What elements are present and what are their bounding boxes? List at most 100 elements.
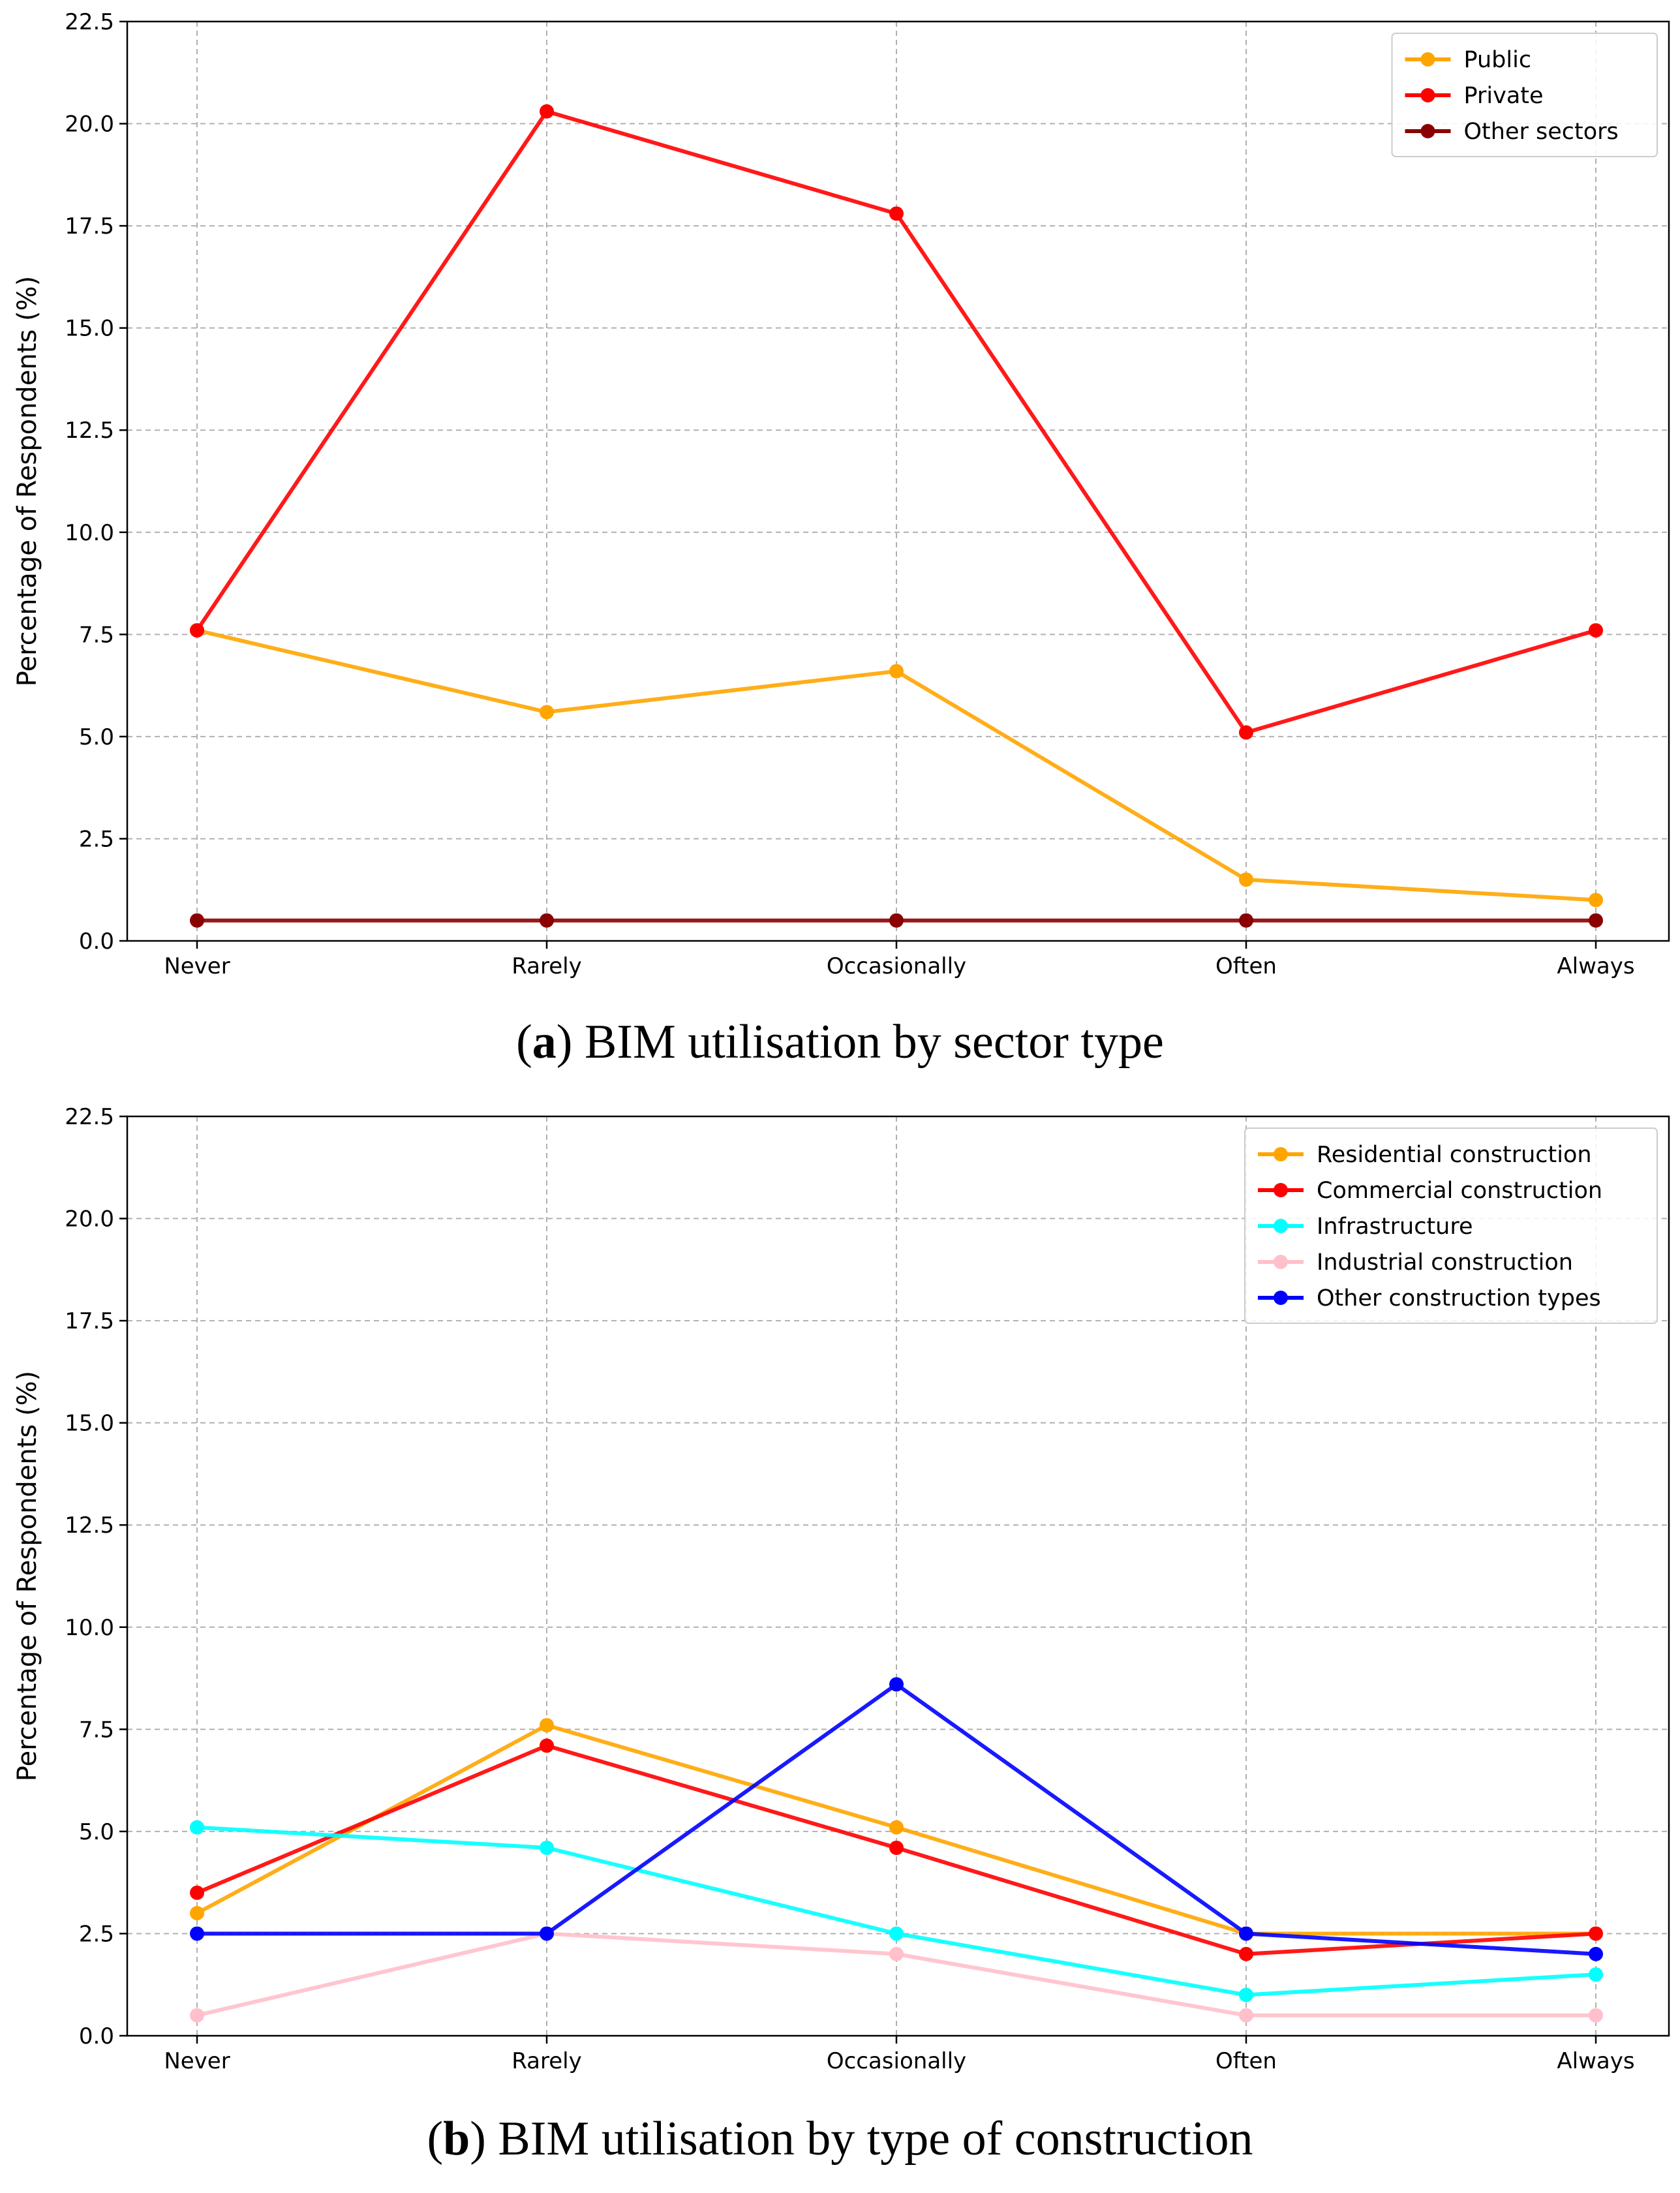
- caption-b: (b) BIM utilisation by type of construct…: [427, 2112, 1253, 2166]
- legend-label: Commercial construction: [1317, 1178, 1602, 1204]
- series-other-construction-types: [190, 1677, 1603, 1961]
- data-point: [1239, 725, 1253, 740]
- y-tick-label: 5.0: [79, 1819, 114, 1845]
- legend-label: Infrastructure: [1317, 1214, 1473, 1240]
- data-point: [889, 913, 904, 928]
- y-axis-label: Percentage of Respondents (%): [12, 276, 42, 686]
- series-commercial-construction: [190, 1738, 1603, 1961]
- y-tick-label: 20.0: [65, 1206, 114, 1233]
- x-tick-label: Always: [1557, 953, 1634, 979]
- chart-b: 0.0 2.5 5.0 7.5 10.0 12.5 15.0 17.5 20.0 22.5 Neve…: [12, 1104, 1670, 2074]
- data-point: [540, 913, 554, 928]
- data-point: [889, 1820, 904, 1835]
- legend-marker: [1274, 1219, 1288, 1233]
- legend-box: [1391, 33, 1658, 157]
- y-tick-label: 17.5: [65, 1308, 114, 1334]
- legend-label: Other sectors: [1464, 119, 1619, 145]
- y-tick-label: 20.0: [65, 112, 114, 138]
- y-tick-label: 10.0: [65, 1615, 114, 1641]
- y-tick-label: 15.0: [65, 1411, 114, 1437]
- plot-frame: [126, 1115, 1670, 2037]
- legend-marker: [1420, 88, 1435, 102]
- legend-label: Private: [1464, 83, 1544, 109]
- data-point: [190, 1926, 204, 1941]
- legend-label: Public: [1464, 47, 1532, 73]
- x-tick-label: Occasionally: [827, 2048, 966, 2074]
- data-point: [1589, 1967, 1603, 1982]
- x-tick-label: Rarely: [512, 953, 581, 979]
- y-tick-label: 12.5: [65, 1512, 114, 1539]
- data-point: [889, 1926, 904, 1941]
- data-point: [540, 104, 554, 119]
- series-infrastructure: [190, 1820, 1603, 2002]
- x-tick-label: Often: [1215, 953, 1277, 979]
- x-tick-label: Occasionally: [827, 953, 966, 979]
- grid: [127, 21, 1669, 942]
- x-tick-label: Rarely: [512, 2048, 581, 2074]
- data-point: [190, 1820, 204, 1835]
- data-point: [889, 1946, 904, 1961]
- data-point: [1239, 1946, 1253, 1961]
- data-point: [1589, 2008, 1603, 2023]
- y-tick-label: 22.5: [65, 9, 114, 35]
- y-axis-label: Percentage of Respondents (%): [12, 1371, 42, 1781]
- data-point: [190, 913, 204, 928]
- y-tick-label: 0.0: [79, 2023, 114, 2049]
- y-tick-label: 0.0: [79, 928, 114, 955]
- y-tick-label: 2.5: [79, 826, 114, 852]
- x-tick-label: Never: [164, 953, 230, 979]
- chart-a: 0.0 2.5 5.0 7.5 10.0 12.5 15.0 17.5 20.0 22.5 Neve…: [12, 9, 1670, 979]
- legend: Residential construction Commercial const…: [1244, 1127, 1658, 1324]
- data-point: [1239, 913, 1253, 928]
- series-private: [190, 104, 1603, 740]
- data-point: [190, 1906, 204, 1921]
- y-tick-label: 15.0: [65, 316, 114, 342]
- data-point: [1589, 913, 1603, 928]
- y-tick-label: 10.0: [65, 520, 114, 546]
- data-point: [540, 1718, 554, 1733]
- y-tick-label: 17.5: [65, 213, 114, 239]
- legend-marker: [1274, 1255, 1288, 1269]
- data-point: [889, 664, 904, 679]
- legend-marker: [1420, 124, 1435, 138]
- legend-marker: [1420, 52, 1435, 67]
- data-point: [889, 1677, 904, 1692]
- plot-frame: [126, 20, 1670, 942]
- series-other-sectors: [190, 913, 1603, 928]
- y-tick-label: 7.5: [79, 622, 114, 648]
- x-tick-label: Often: [1215, 2048, 1277, 2074]
- legend-box: [1244, 1127, 1658, 1324]
- caption-a: (a) BIM utilisation by sector type: [516, 1015, 1164, 1069]
- data-point: [889, 1840, 904, 1855]
- data-point: [1239, 2008, 1253, 2023]
- legend-marker: [1274, 1291, 1288, 1305]
- data-point: [540, 1840, 554, 1855]
- data-point: [190, 623, 204, 638]
- y-tick-label: 5.0: [79, 724, 114, 750]
- data-point: [190, 2008, 204, 2023]
- data-point: [1239, 872, 1253, 887]
- data-point: [1589, 623, 1603, 638]
- data-point: [1239, 1987, 1253, 2002]
- grid: [127, 1116, 1669, 2036]
- y-tick-label: 7.5: [79, 1717, 114, 1743]
- y-tick-label: 22.5: [65, 1104, 114, 1130]
- y-tick-label: 12.5: [65, 418, 114, 444]
- data-point: [540, 1926, 554, 1941]
- x-tick-label: Always: [1557, 2048, 1634, 2074]
- data-point: [540, 1738, 554, 1753]
- data-point: [540, 705, 554, 720]
- data-point: [190, 1885, 204, 1900]
- data-point: [1589, 893, 1603, 908]
- legend-label: Other construction types: [1317, 1285, 1601, 1311]
- legend-label: Residential construction: [1317, 1142, 1592, 1168]
- data-point: [1239, 1926, 1253, 1941]
- y-tick-label: 2.5: [79, 1921, 114, 1947]
- legend-label: Industrial construction: [1317, 1250, 1573, 1276]
- data-point: [1589, 1946, 1603, 1961]
- legend: Public Private Other sectors: [1391, 33, 1658, 157]
- legend-marker: [1274, 1147, 1288, 1161]
- x-tick-label: Never: [164, 2048, 230, 2074]
- legend-marker: [1274, 1183, 1288, 1197]
- data-point: [889, 206, 904, 221]
